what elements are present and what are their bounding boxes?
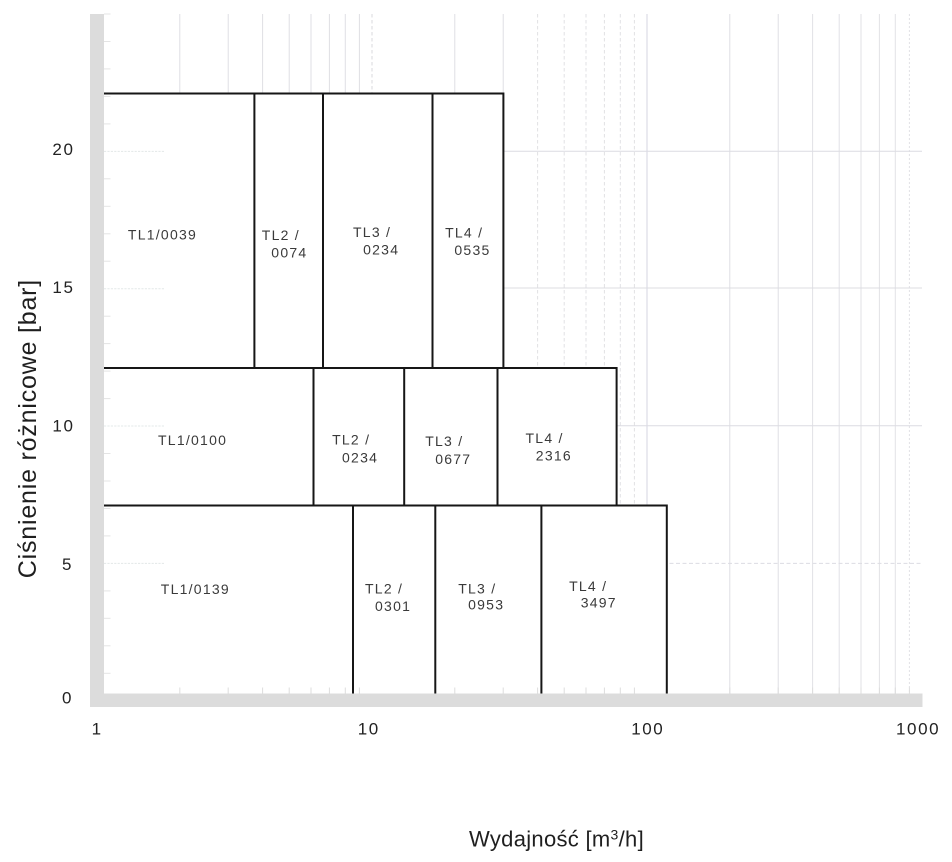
svg-text:1000: 1000: [896, 720, 940, 739]
svg-text:TL2 /: TL2 /: [332, 431, 370, 447]
svg-text:10: 10: [358, 720, 380, 739]
svg-text:10: 10: [52, 416, 74, 435]
svg-text:0: 0: [62, 688, 73, 707]
svg-text:20: 20: [52, 140, 74, 159]
svg-text:Ciśnienie różnicowe [bar]: Ciśnienie różnicowe [bar]: [14, 279, 42, 578]
svg-text:TL4 /: TL4 /: [526, 430, 564, 446]
svg-text:0677: 0677: [435, 451, 471, 467]
svg-text:TL3 /: TL3 /: [425, 433, 463, 449]
svg-text:TL1/0100: TL1/0100: [158, 432, 227, 448]
svg-text:TL4 /: TL4 /: [445, 224, 483, 240]
svg-text:TL3 /: TL3 /: [458, 581, 496, 597]
svg-text:1: 1: [92, 720, 103, 739]
svg-text:3497: 3497: [581, 595, 617, 611]
svg-text:0234: 0234: [363, 242, 399, 258]
svg-text:TL2 /: TL2 /: [262, 227, 300, 243]
svg-text:100: 100: [631, 720, 664, 739]
svg-text:TL2 /: TL2 /: [365, 581, 403, 597]
svg-text:0074: 0074: [271, 245, 307, 261]
svg-text:TL3 /: TL3 /: [353, 224, 391, 240]
svg-text:0234: 0234: [342, 449, 378, 465]
svg-text:0953: 0953: [468, 597, 504, 613]
svg-text:TL1/0139: TL1/0139: [161, 581, 230, 597]
svg-text:Wydajność [m3/h]: Wydajność [m3/h]: [469, 827, 644, 852]
svg-text:TL4 /: TL4 /: [569, 578, 607, 594]
svg-text:TL1/0039: TL1/0039: [128, 226, 197, 242]
svg-text:5: 5: [62, 555, 73, 574]
svg-text:2316: 2316: [536, 448, 572, 464]
svg-text:0535: 0535: [454, 242, 490, 258]
svg-text:0301: 0301: [375, 598, 411, 614]
svg-text:15: 15: [52, 278, 74, 297]
